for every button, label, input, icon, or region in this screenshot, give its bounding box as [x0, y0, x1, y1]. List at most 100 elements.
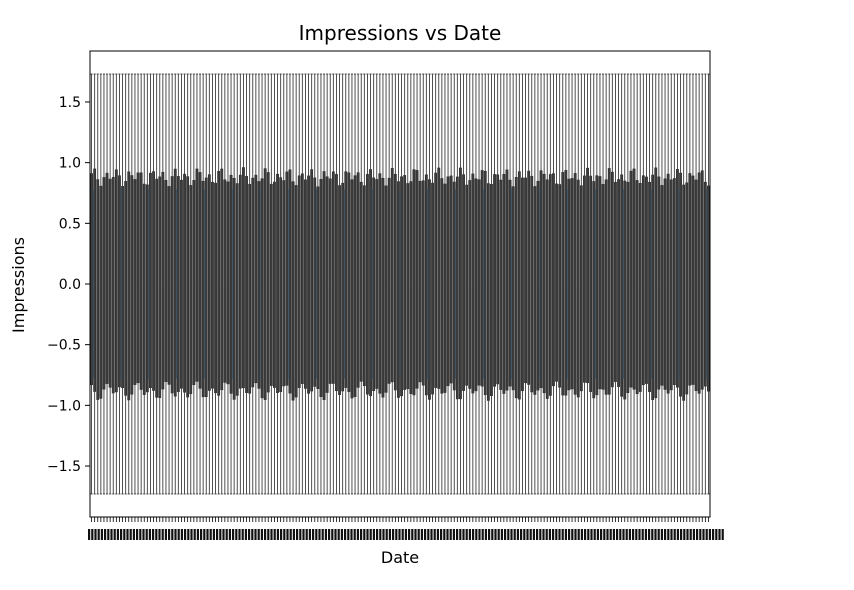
box-body [145, 184, 149, 393]
y-tick-label: −1.5 [47, 459, 81, 475]
x-tick-label-glyph [616, 529, 619, 540]
x-tick-label-glyph [337, 529, 340, 540]
x-tick-label-glyph [648, 529, 651, 540]
box-body [486, 183, 490, 401]
box-body [672, 178, 676, 386]
box-body [490, 183, 493, 396]
box-body [707, 185, 710, 392]
x-tick-label-glyph [187, 529, 190, 540]
box-body [118, 175, 121, 388]
box-body [517, 171, 521, 400]
x-tick-label-glyph [260, 529, 263, 540]
box-body [201, 180, 205, 398]
box-body [149, 172, 152, 389]
x-tick-label-glyph [264, 529, 267, 540]
box-body [592, 181, 596, 399]
x-tick-label-glyph [641, 529, 644, 540]
box-body [390, 167, 394, 383]
box-body [564, 170, 568, 396]
x-tick-label-glyph [484, 529, 487, 540]
x-tick-label-glyph [411, 529, 414, 540]
x-tick-label-glyph [228, 529, 231, 540]
x-tick-label-glyph [472, 529, 475, 540]
x-tick-label-glyph [212, 529, 215, 540]
x-tick-label-glyph [222, 529, 225, 540]
x-tick-label-glyph [568, 529, 571, 540]
box-body [269, 183, 273, 386]
box-body [397, 181, 400, 398]
x-tick-label-glyph [603, 529, 606, 540]
y-axis-label: Impressions [9, 237, 28, 333]
x-tick-label-glyph [209, 529, 212, 540]
box-body [192, 180, 196, 385]
x-tick-label-glyph [91, 529, 94, 540]
x-tick-label-glyph [283, 529, 286, 540]
box-body [155, 178, 159, 398]
x-tick-label-glyph [500, 529, 503, 540]
box-body [632, 168, 636, 390]
x-tick-label-glyph [529, 529, 532, 540]
box-body [586, 167, 589, 384]
x-tick-label-glyph [401, 529, 404, 540]
box-body [353, 175, 357, 397]
box-body [235, 183, 239, 396]
box-body [437, 167, 441, 389]
x-tick-label-glyph [680, 529, 683, 540]
x-tick-label-glyph [670, 529, 673, 540]
x-tick-label-glyph [497, 529, 500, 540]
box-body [524, 177, 527, 384]
box-body [285, 171, 289, 386]
x-tick-label-glyph [395, 529, 398, 540]
y-tick-label: −1.0 [47, 398, 81, 414]
box-body [220, 168, 224, 391]
x-tick-label-glyph [308, 529, 311, 540]
x-tick-label-glyph [440, 529, 443, 540]
box-body [152, 171, 155, 391]
x-tick-label-glyph [321, 529, 324, 540]
x-tick-label-glyph [110, 529, 113, 540]
box-body [260, 178, 264, 399]
box-body [350, 179, 354, 399]
box-body [328, 178, 332, 384]
box-body [136, 172, 140, 384]
x-tick-label-glyph [148, 529, 151, 540]
x-tick-label-glyph [184, 529, 187, 540]
x-tick-label-glyph [676, 529, 679, 540]
box-body [694, 179, 698, 391]
box-body [232, 177, 236, 400]
x-tick-label-glyph [180, 529, 183, 540]
box-body [626, 181, 630, 394]
box-body [474, 178, 478, 392]
box-body [93, 168, 97, 392]
box-body [508, 179, 512, 387]
box-body [325, 176, 329, 393]
box-body [459, 167, 462, 400]
box-body [697, 172, 701, 394]
box-body [257, 181, 261, 389]
x-tick-label-glyph [145, 529, 148, 540]
box-body [669, 179, 673, 391]
x-tick-label-glyph [168, 529, 171, 540]
box-body [99, 185, 103, 399]
x-tick-label-glyph [619, 529, 622, 540]
x-tick-label-glyph [491, 529, 494, 540]
box-body [142, 183, 146, 395]
x-tick-label-glyph [488, 529, 491, 540]
box-body [601, 184, 605, 390]
box-body [533, 186, 537, 395]
box-body [409, 181, 413, 394]
x-tick-label-glyph [427, 529, 430, 540]
x-tick-label-glyph [363, 529, 366, 540]
x-tick-label-glyph [417, 529, 420, 540]
x-tick-label-glyph [673, 529, 676, 540]
box-body [688, 173, 692, 386]
box-body [638, 182, 642, 392]
x-tick-label-glyph [721, 529, 724, 540]
x-tick-label-glyph [344, 529, 347, 540]
x-tick-label-glyph [257, 529, 260, 540]
box-body [384, 185, 388, 393]
x-tick-label-glyph [638, 529, 641, 540]
x-tick-label-glyph [526, 529, 529, 540]
x-tick-label-glyph [292, 529, 295, 540]
x-tick-label-glyph [312, 529, 315, 540]
